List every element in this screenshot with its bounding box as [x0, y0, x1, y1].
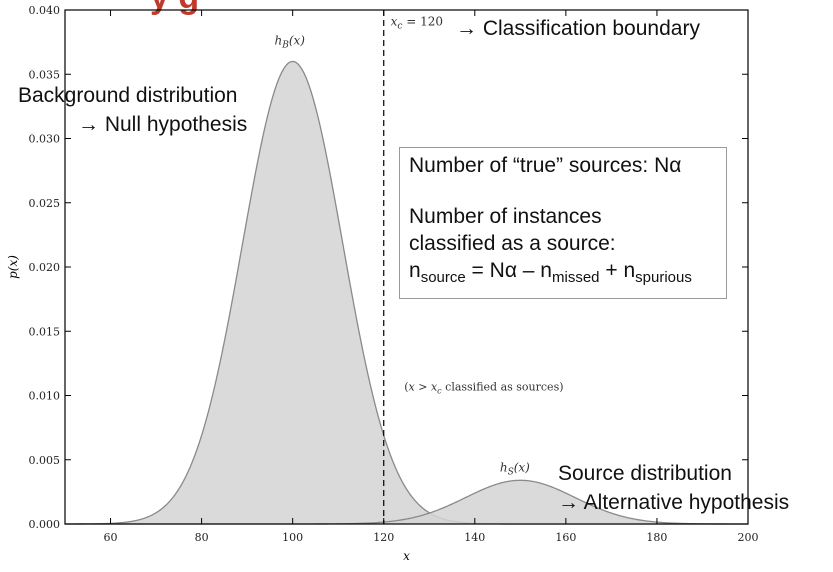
x-tick-label: 120 — [373, 531, 394, 544]
classified-sources-note: (x > xc classified as sources) — [404, 380, 563, 395]
x-axis-ticks: 60 80 100 120 140 160 180 200 — [104, 10, 759, 544]
x-tick-label: 200 — [738, 531, 759, 544]
x-tick-label: 80 — [195, 531, 209, 544]
source-count-formula: nsource = Nα – nmissed + nspurious — [409, 259, 692, 286]
y-tick-label: 0.035 — [29, 68, 61, 81]
x-tick-label: 140 — [464, 531, 485, 544]
series-area-h-s — [65, 480, 748, 524]
instances-line-1: Number of instances — [409, 205, 602, 228]
null-hypothesis-label: → Null hypothesis — [78, 113, 248, 136]
series-area-h-b — [65, 61, 748, 525]
y-tick-label: 0.040 — [29, 4, 61, 17]
boundary-value-label: xc = 120 — [391, 14, 443, 31]
instances-line-2: classified as a source: — [409, 232, 616, 255]
y-axis-label: p(x) — [6, 255, 20, 279]
y-tick-label: 0.015 — [29, 325, 61, 338]
x-axis-label: x — [403, 549, 410, 563]
alternative-hypothesis-label: → Alternative hypothesis — [558, 491, 790, 514]
background-distribution-label: Background distribution — [18, 84, 238, 107]
source-count-info-box: Number of “true” sources: Nα Number of i… — [399, 147, 727, 299]
y-tick-label: 0.005 — [29, 454, 61, 467]
true-sources-text: Number of “true” sources: Nα — [409, 154, 682, 177]
x-tick-label: 60 — [104, 531, 118, 544]
source-distribution-label: Source distribution — [558, 462, 732, 485]
y-tick-label: 0.010 — [29, 390, 61, 403]
classification-boundary-label: → Classification boundary — [456, 17, 700, 40]
x-tick-label: 100 — [282, 531, 303, 544]
y-tick-label: 0.025 — [29, 197, 61, 210]
h-s-curve-label: hS(x) — [500, 460, 530, 477]
x-tick-label: 180 — [646, 531, 667, 544]
x-tick-label: 160 — [555, 531, 576, 544]
y-tick-label: 0.030 — [29, 133, 61, 146]
y-tick-label: 0.000 — [29, 518, 61, 531]
y-tick-label: 0.020 — [29, 261, 61, 274]
slide-title-fragment: y g — [150, 0, 199, 17]
y-axis-ticks: 0.000 0.005 0.010 0.015 0.020 0.025 0.030 0.035… — [29, 4, 748, 531]
h-b-curve-label: hB(x) — [274, 34, 305, 51]
